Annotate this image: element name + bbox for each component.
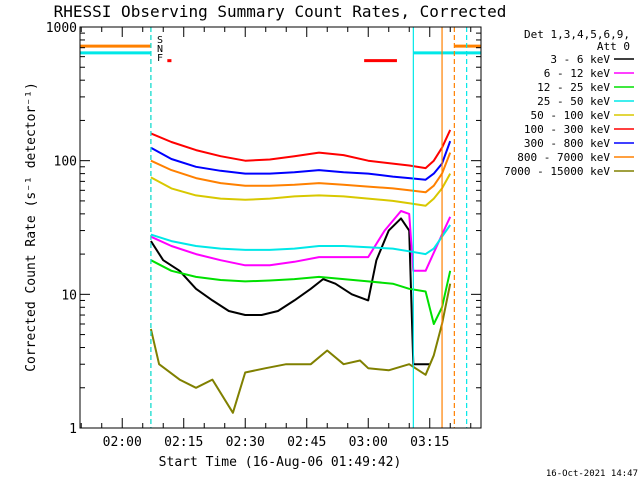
series-line-800-7000-kev xyxy=(150,152,452,194)
y-tick-label: 10 xyxy=(61,288,77,303)
y-tick-label: 100 xyxy=(54,155,77,170)
legend-header: Att 0 xyxy=(597,40,630,53)
x-tick-label: 02:00 xyxy=(103,435,142,450)
vertical-markers xyxy=(150,27,468,428)
y-ticks: 1 10 100 1000 xyxy=(46,21,481,437)
footer-timestamp: 16-Oct-2021 14:47 xyxy=(546,469,638,479)
horizontal-segments xyxy=(80,44,481,63)
series-line-300-800-kev xyxy=(150,140,452,181)
flag-label-s: S xyxy=(157,35,163,46)
x-tick-label: 02:45 xyxy=(287,435,326,450)
x-tick-label: 03:00 xyxy=(349,435,388,450)
x-tick-label: 03:15 xyxy=(410,435,449,450)
series-line-7000-15000-kev xyxy=(149,283,452,414)
series-line-12-25-kev xyxy=(150,259,452,325)
series-line-50-100-kev xyxy=(150,173,452,207)
flag-label-f: F xyxy=(157,53,163,64)
legend-label-3-6-kev: 3 - 6 keV xyxy=(550,53,610,66)
legend-label-7000-15000-kev: 7000 - 15000 keV xyxy=(504,165,610,178)
series-line-100-300-kev xyxy=(150,129,452,170)
legend-header: Det 1,3,4,5,6,9, xyxy=(524,28,630,41)
legend-label-50-100-kev: 50 - 100 keV xyxy=(531,109,611,122)
legend-label-800-7000-kev: 800 - 7000 keV xyxy=(517,151,610,164)
legend-label-300-800-kev: 300 - 800 keV xyxy=(524,137,610,150)
x-tick-label: 02:30 xyxy=(226,435,265,450)
series-line-6-12-kev xyxy=(150,210,452,272)
legend-label-25-50-kev: 25 - 50 keV xyxy=(537,95,610,108)
x-ticks: 02:00 02:15 02:30 02:45 03:00 03:15 xyxy=(80,27,472,450)
legend-label-12-25-kev: 12 - 25 keV xyxy=(537,81,610,94)
plot-frame xyxy=(79,26,482,429)
y-axis-label: Corrected Count Rate (s⁻¹ detector⁻¹) xyxy=(24,82,39,372)
series-line-3-6-kev xyxy=(150,217,430,366)
legend-label-100-300-kev: 100 - 300 keV xyxy=(524,123,610,136)
series-line-25-50-kev xyxy=(150,224,452,256)
x-axis-label: Start Time (16-Aug-06 01:49:42) xyxy=(159,455,402,470)
flag-label-n: N xyxy=(157,44,163,55)
legend-label-6-12-kev: 6 - 12 keV xyxy=(544,67,611,80)
chart-title: RHESSI Observing Summary Count Rates, Co… xyxy=(54,2,507,21)
y-tick-label: 1 xyxy=(69,422,77,437)
y-tick-label: 1000 xyxy=(46,21,77,36)
flag-labels: SNF xyxy=(157,35,163,64)
x-tick-label: 02:15 xyxy=(164,435,203,450)
series-lines xyxy=(149,129,452,414)
